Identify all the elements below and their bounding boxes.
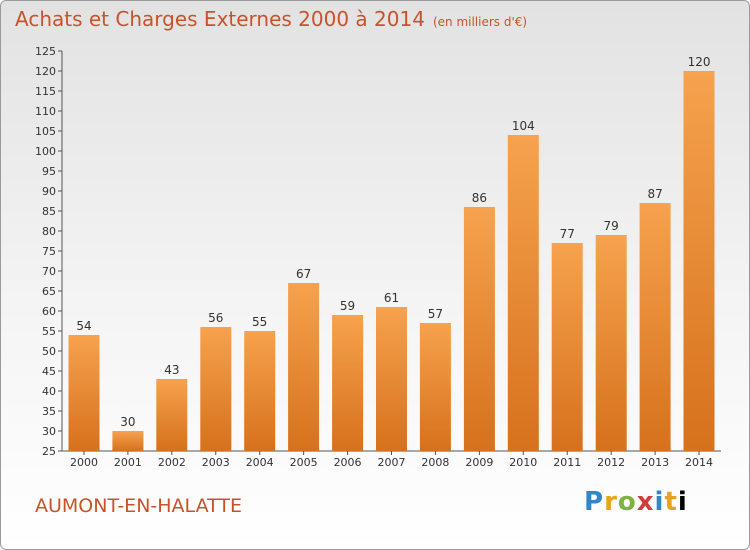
x-axis: 2000 2001 2002 2003 2004 2005 2006 2007 2008 2009… bbox=[62, 450, 721, 469]
data-label: 55 bbox=[252, 315, 267, 329]
chart-title: Achats et Charges Externes 2000 à 2014 (e… bbox=[15, 7, 527, 31]
y-tick-label: 105 bbox=[35, 125, 56, 138]
y-tick-label: 75 bbox=[42, 245, 56, 258]
data-label: 57 bbox=[428, 307, 443, 321]
y-tick-label: 70 bbox=[42, 265, 56, 278]
y-tick-label: 45 bbox=[42, 365, 56, 378]
x-tick-label: 2014 bbox=[685, 456, 713, 469]
logo-letter: r bbox=[604, 487, 618, 517]
x-tick-label: 2007 bbox=[378, 456, 406, 469]
logo-letter: o bbox=[617, 487, 637, 517]
data-label: 79 bbox=[604, 219, 619, 233]
data-label: 43 bbox=[164, 363, 179, 377]
bar bbox=[332, 315, 364, 451]
bar bbox=[156, 379, 188, 451]
title-text: Achats et Charges Externes 2000 à 2014 bbox=[15, 7, 425, 31]
unit-text: (en milliers d'€) bbox=[432, 15, 528, 29]
bar bbox=[68, 335, 100, 451]
y-tick-label: 60 bbox=[42, 305, 56, 318]
x-tick-label: 2010 bbox=[509, 456, 537, 469]
bar bbox=[244, 331, 276, 451]
x-tick-label: 2001 bbox=[114, 456, 142, 469]
bar bbox=[507, 135, 539, 451]
x-tick-label: 2013 bbox=[641, 456, 669, 469]
logo-letter: i bbox=[677, 487, 688, 517]
y-tick-label: 50 bbox=[42, 345, 56, 358]
data-label: 87 bbox=[647, 187, 662, 201]
y-tick-label: 110 bbox=[35, 105, 56, 118]
y-tick-label: 55 bbox=[42, 325, 56, 338]
proxiti-logo[interactable]: Proxiti bbox=[584, 487, 688, 517]
x-tick-label: 2005 bbox=[290, 456, 318, 469]
y-tick-label: 100 bbox=[35, 145, 56, 158]
x-tick-label: 2012 bbox=[597, 456, 625, 469]
bar bbox=[463, 207, 495, 451]
data-label: 104 bbox=[512, 119, 535, 133]
data-label: 30 bbox=[120, 415, 135, 429]
y-tick-label: 65 bbox=[42, 285, 56, 298]
logo-letter: t bbox=[664, 487, 678, 517]
y-tick-label: 25 bbox=[42, 445, 56, 458]
y-tick-label: 80 bbox=[42, 225, 56, 238]
x-tick-label: 2011 bbox=[553, 456, 581, 469]
bar bbox=[683, 71, 715, 451]
data-labels: 54 30 43 56 55 67 59 61 57 86 104 77 79 87 120 bbox=[76, 55, 710, 429]
data-label: 56 bbox=[208, 311, 223, 325]
bar bbox=[639, 203, 671, 451]
bar bbox=[419, 323, 451, 451]
bar bbox=[376, 307, 407, 451]
y-tick-label: 125 bbox=[35, 45, 56, 58]
data-label: 120 bbox=[688, 55, 711, 69]
y-tick-label: 85 bbox=[42, 205, 56, 218]
y-tick-label: 30 bbox=[42, 425, 56, 438]
commune-name: AUMONT-EN-HALATTE bbox=[35, 495, 242, 517]
x-tick-label: 2002 bbox=[158, 456, 186, 469]
bar bbox=[288, 283, 320, 451]
data-label: 61 bbox=[384, 291, 399, 305]
logo-letter: i bbox=[654, 487, 665, 517]
bars bbox=[68, 71, 715, 451]
y-axis: 25 30 35 40 45 50 55 60 65 70 75 80 85 90 95 100 105 110 1… bbox=[35, 45, 63, 458]
y-tick-label: 35 bbox=[42, 405, 56, 418]
x-tick-label: 2003 bbox=[202, 456, 230, 469]
data-label: 77 bbox=[560, 227, 575, 241]
data-label: 54 bbox=[76, 319, 91, 333]
data-label: 86 bbox=[472, 191, 487, 205]
y-tick-label: 90 bbox=[42, 185, 56, 198]
y-tick-label: 40 bbox=[42, 385, 56, 398]
x-tick-label: 2008 bbox=[421, 456, 449, 469]
x-tick-label: 2000 bbox=[70, 456, 98, 469]
x-tick-label: 2004 bbox=[246, 456, 274, 469]
logo-letter: P bbox=[584, 487, 605, 517]
y-tick-label: 120 bbox=[35, 65, 56, 78]
bar bbox=[200, 327, 232, 451]
x-tick-label: 2006 bbox=[334, 456, 362, 469]
data-label: 59 bbox=[340, 299, 355, 313]
x-tick-label: 2009 bbox=[465, 456, 493, 469]
bar bbox=[112, 431, 144, 451]
y-tick-label: 115 bbox=[35, 85, 56, 98]
y-tick-label: 95 bbox=[42, 165, 56, 178]
logo-letter: x bbox=[636, 487, 655, 517]
data-label: 67 bbox=[296, 267, 311, 281]
bar bbox=[551, 243, 583, 451]
bar bbox=[595, 235, 627, 451]
